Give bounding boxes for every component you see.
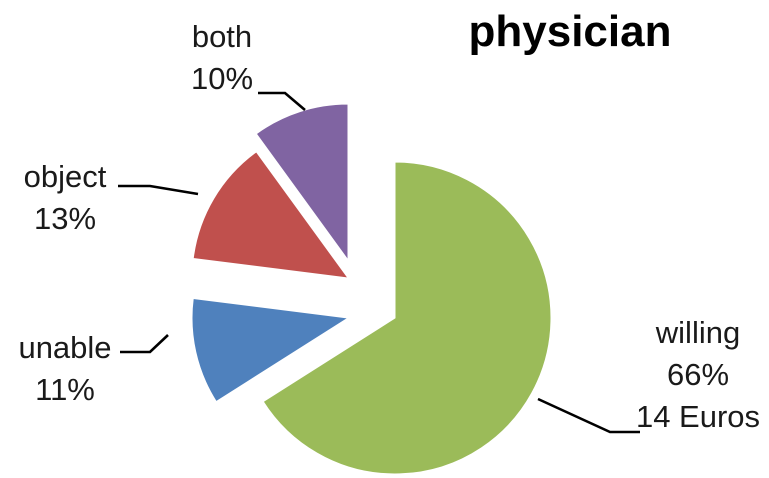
slice-category-label: unable bbox=[18, 330, 111, 365]
slice-labels: willing 66% 14 Euros unable 11% object 13% both… bbox=[18, 19, 760, 434]
slice-category-label: both bbox=[192, 19, 252, 54]
slice-percent-label: 10% bbox=[191, 61, 253, 96]
slice-label-both: both 10% bbox=[191, 19, 253, 96]
slice-percent-label: 11% bbox=[35, 372, 95, 407]
pie-slice-object bbox=[192, 151, 350, 279]
slice-category-label: object bbox=[24, 159, 107, 194]
slice-percent-label: 66% bbox=[667, 357, 729, 392]
leader-line-object bbox=[118, 184, 199, 196]
slice-category-label: willing bbox=[655, 315, 740, 350]
pie-slice-willing bbox=[262, 161, 552, 475]
leader-line-both bbox=[258, 91, 306, 111]
slice-label-object: object 13% bbox=[24, 159, 107, 236]
leader-lines bbox=[118, 91, 640, 434]
slice-label-willing: willing 66% 14 Euros bbox=[636, 315, 760, 434]
chart-title: physician bbox=[469, 7, 672, 56]
pie-slice-both bbox=[255, 103, 349, 262]
leader-line-willing bbox=[537, 397, 640, 434]
slice-label-unable: unable 11% bbox=[18, 330, 111, 407]
leader-line-unable bbox=[120, 334, 169, 354]
slice-percent-label: 13% bbox=[34, 201, 96, 236]
pie-slice-unable bbox=[191, 297, 350, 403]
pie-slices bbox=[191, 103, 552, 475]
slice-extra-label: 14 Euros bbox=[636, 399, 760, 434]
